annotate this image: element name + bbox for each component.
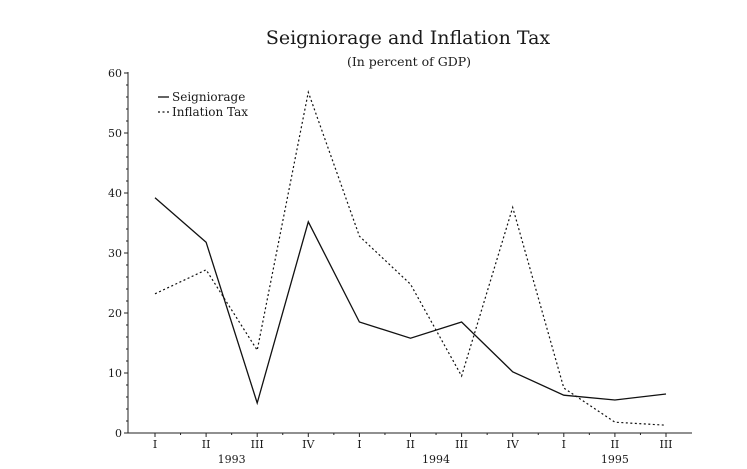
chart-subtitle: (In percent of GDP)	[347, 54, 471, 69]
x-tick-label: I	[153, 438, 157, 451]
y-tick-label: 30	[108, 247, 122, 260]
x-tick-label: II	[611, 438, 620, 451]
y-tick-label: 50	[108, 127, 122, 140]
y-tick-label: 20	[108, 307, 122, 320]
x-tick-label: IV	[507, 438, 520, 451]
x-axis-ticks: I II III IV I II III IV I II III	[153, 433, 673, 451]
x-tick-label: III	[455, 438, 468, 451]
x-tick-label: II	[202, 438, 211, 451]
x-tick-label: II	[406, 438, 415, 451]
x-tick-label: IV	[302, 438, 315, 451]
x-axis-year-labels: 1993 1994 1995	[218, 453, 629, 466]
axes	[127, 72, 692, 434]
y-tick-label: 40	[108, 187, 122, 200]
y-axis-ticks: 0 10 20 30 40 50 60	[108, 67, 128, 440]
chart-title: Seigniorage and Inflation Tax	[266, 27, 551, 49]
series-line-inflation-tax	[154, 89, 667, 426]
series-line-seigniorage	[154, 197, 667, 406]
x-year-label: 1994	[422, 453, 450, 466]
x-tick-label: III	[251, 438, 264, 451]
y-tick-label: 0	[115, 427, 122, 440]
x-tick-label: I	[562, 438, 566, 451]
x-year-label: 1995	[601, 453, 629, 466]
legend-label-inflation-tax: Inflation Tax	[172, 105, 248, 119]
x-year-label: 1993	[218, 453, 246, 466]
legend-label-seigniorage: Seigniorage	[172, 90, 245, 104]
x-tick-label: I	[357, 438, 361, 451]
series-lines	[154, 89, 667, 426]
x-tick-label: III	[659, 438, 672, 451]
y-tick-label: 60	[108, 67, 122, 80]
y-tick-label: 10	[108, 367, 122, 380]
